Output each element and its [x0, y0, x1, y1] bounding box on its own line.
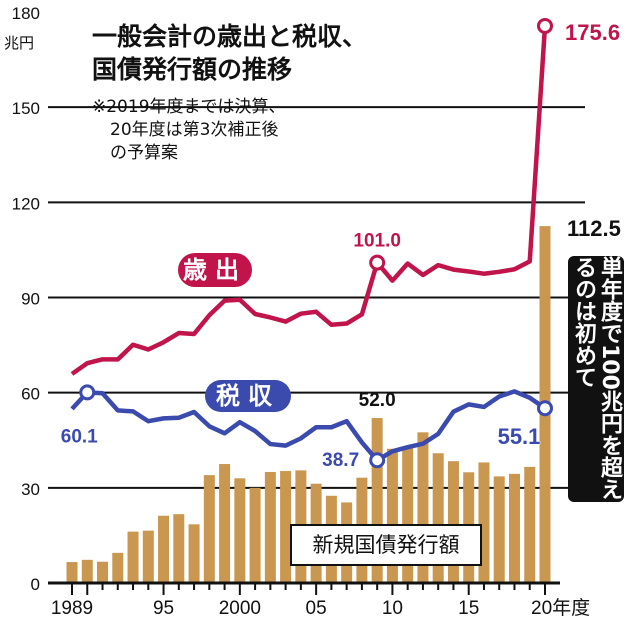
- bar-1992: [112, 552, 124, 583]
- data-label: 112.5: [567, 216, 621, 241]
- x-tick-label: 95: [153, 598, 174, 619]
- bar-2001: [249, 487, 261, 583]
- bar-2003: [280, 471, 292, 583]
- bar-1991: [97, 561, 109, 583]
- title-line-1: 一般会計の歳出と税収、: [92, 22, 368, 51]
- y-tick-label: 90: [21, 290, 40, 309]
- data-point-marker: [369, 254, 386, 271]
- bar-2000: [234, 478, 246, 583]
- x-tick-label: 05: [306, 598, 327, 619]
- y-tick-label: 120: [12, 194, 40, 213]
- callout-box: 単年度で100兆円を超えるのは初めて: [568, 256, 624, 502]
- bar-1995: [158, 515, 170, 583]
- bar-1993: [127, 531, 139, 583]
- y-axis-unit: 兆円: [4, 34, 34, 52]
- data-point-marker: [537, 400, 553, 417]
- bar-2012: [417, 432, 429, 583]
- note-line-1: ※2019年度までは決算、: [92, 97, 286, 117]
- data-label: 52.0: [359, 390, 396, 411]
- legend-revenue: 税収: [205, 380, 291, 412]
- y-tick-label: 0: [31, 575, 40, 594]
- bar-1989: [66, 562, 78, 583]
- bar-2010: [386, 448, 398, 583]
- bar-1994: [142, 530, 154, 583]
- chart-note: ※2019年度までは決算、 20年度は第3次補正後 の予算案: [92, 96, 286, 165]
- bar-1996: [173, 514, 185, 583]
- y-tick-label: 60: [21, 385, 40, 404]
- bar-2016: [478, 462, 490, 583]
- data-point-marker: [369, 452, 386, 469]
- bar-2011: [402, 447, 414, 583]
- data-label: 101.0: [353, 231, 401, 252]
- x-tick-label: 2000: [219, 598, 261, 619]
- x-tick-label: 1989: [51, 598, 93, 619]
- revenue-line: [70, 389, 547, 463]
- chart-title: 一般会計の歳出と税収、 国債発行額の推移: [92, 20, 367, 86]
- bar-1990: [81, 559, 93, 583]
- title-line-2: 国債発行額の推移: [92, 55, 293, 84]
- x-tick-label: 15: [458, 598, 479, 619]
- legend-bonds: 新規国債発行額: [290, 524, 482, 566]
- data-label: 175.6: [565, 20, 620, 45]
- bar-1999: [219, 464, 231, 583]
- y-tick-label: 150: [12, 99, 40, 118]
- bar-2019: [524, 466, 536, 583]
- data-label: 55.1: [498, 424, 541, 449]
- x-tick-label: 10: [382, 598, 403, 619]
- bar-1998: [203, 475, 215, 583]
- data-point-marker: [537, 17, 553, 34]
- bar-2018: [508, 473, 520, 583]
- bar-2002: [264, 471, 276, 583]
- bar-1997: [188, 524, 200, 583]
- x-tick-label: 20年度: [531, 597, 590, 619]
- note-line-3: の予算案: [110, 143, 178, 163]
- bar-2017: [493, 476, 505, 583]
- expenditure-line: [70, 25, 548, 376]
- bar-2014: [447, 461, 459, 583]
- y-tick-label: 30: [21, 480, 40, 499]
- bar-2009: [371, 418, 383, 583]
- note-line-2: 20年度は第3次補正後: [110, 120, 279, 140]
- bar-2013: [432, 453, 444, 583]
- data-label: 60.1: [61, 426, 98, 447]
- data-label: 38.7: [322, 450, 359, 471]
- legend-expenditure: 歳出: [178, 253, 252, 287]
- data-point-marker: [79, 384, 96, 401]
- y-tick-label: 180: [12, 4, 40, 23]
